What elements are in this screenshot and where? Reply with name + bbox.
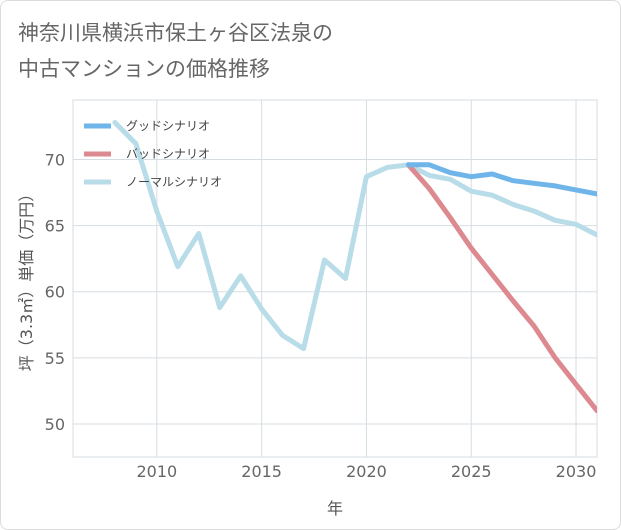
- chart-title-line-2: 中古マンションの価格推移: [18, 57, 270, 81]
- chart-title: 神奈川県横浜市保土ヶ谷区法泉の 中古マンションの価格推移: [18, 15, 333, 87]
- y-tick-label: 70: [45, 151, 65, 170]
- y-tick-label: 50: [45, 415, 65, 434]
- chart-title-line-1: 神奈川県横浜市保土ヶ谷区法泉の: [18, 21, 333, 45]
- series-line-0: [405, 162, 597, 197]
- y-tick-label: 60: [45, 283, 65, 302]
- plot-frame: [72, 99, 598, 458]
- series-line-1: [405, 162, 597, 414]
- x-tick-label: 2010: [136, 462, 177, 481]
- x-tick-label: 2030: [556, 462, 597, 481]
- legend-label: ノーマルシナリオ: [126, 175, 222, 189]
- x-tick-label: 2015: [241, 462, 282, 481]
- x-tick-label: 2025: [451, 462, 492, 481]
- series-line-2: [112, 120, 597, 352]
- y-axis-title: 坪（3.3㎡）単価（万円）: [17, 186, 36, 371]
- legend-label: グッドシナリオ: [126, 119, 210, 133]
- x-tick-label: 2020: [346, 462, 387, 481]
- y-tick-label: 55: [45, 349, 65, 368]
- legend-label: バッドシナリオ: [126, 147, 210, 161]
- y-tick-label: 65: [45, 217, 65, 236]
- x-axis-title: 年: [327, 499, 343, 518]
